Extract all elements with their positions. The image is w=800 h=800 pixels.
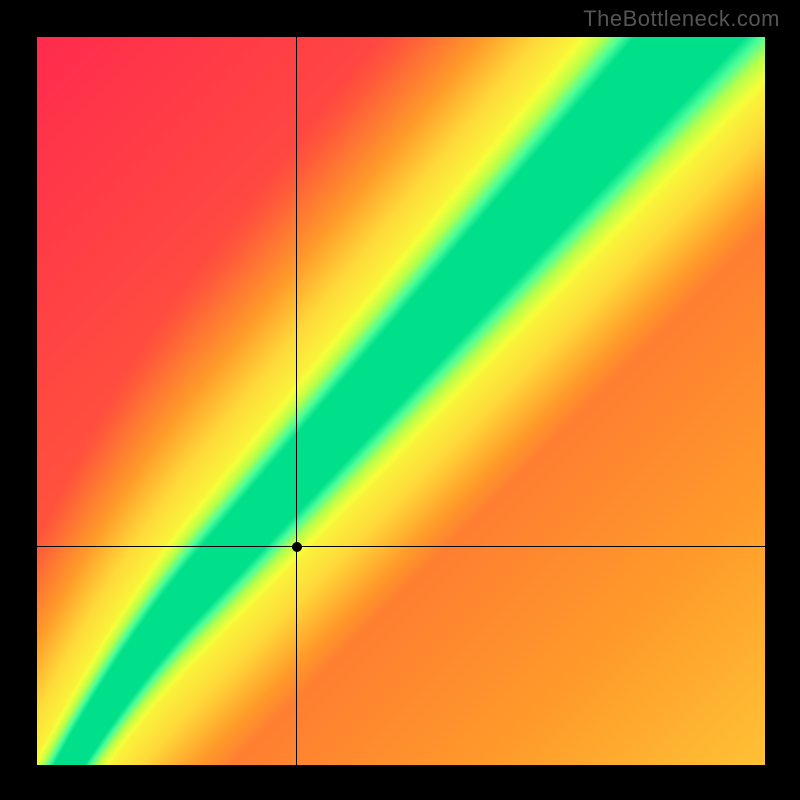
marker-dot (292, 542, 302, 552)
watermark-label: TheBottleneck.com (583, 6, 780, 32)
crosshair-horizontal (37, 546, 765, 547)
plot-frame (36, 36, 764, 764)
crosshair-vertical (296, 37, 297, 765)
chart-container: TheBottleneck.com (0, 0, 800, 800)
heatmap-canvas (37, 37, 765, 765)
